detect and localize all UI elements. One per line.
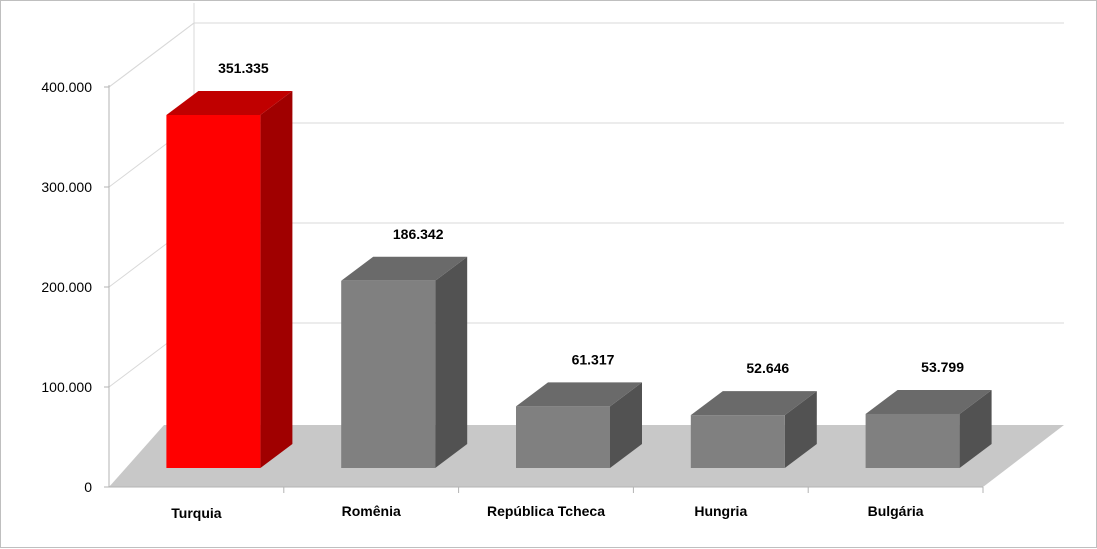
- bar-front: [166, 115, 261, 468]
- x-tick-label: Romênia: [342, 503, 401, 519]
- x-tick-label: Turquia: [171, 505, 222, 521]
- bar-top: [690, 391, 817, 416]
- bar-front: [865, 413, 960, 468]
- bar-side: [260, 91, 293, 468]
- data-label: 53.799: [921, 359, 964, 375]
- y-tick-label: 400.000: [41, 79, 92, 95]
- bar-5: [865, 389, 992, 468]
- data-label: 351.335: [218, 60, 269, 76]
- data-label: 61.317: [572, 351, 615, 367]
- bar-top: [341, 256, 468, 281]
- bar-side: [610, 382, 642, 468]
- bar-top: [166, 91, 293, 115]
- bar-top: [516, 382, 642, 407]
- y-tick-label: 200.000: [41, 279, 92, 295]
- bar-top: [865, 389, 992, 414]
- x-tick-label: Bulgária: [868, 503, 924, 519]
- y-tick-label: 300.000: [41, 179, 92, 195]
- bar-front: [516, 406, 610, 468]
- bar-4: [690, 391, 817, 468]
- label-layer: 351.335 Turquia 186.342 Romênia 61.317 Repúbl…: [171, 60, 964, 521]
- axis-layer: 0 100.000 200.000 300.000 400.000: [41, 79, 984, 495]
- data-label: 52.646: [746, 360, 789, 376]
- top-diagonal: [108, 22, 195, 88]
- x-tick-label: Hungria: [694, 503, 747, 519]
- bar-3: [516, 382, 642, 468]
- x-tick-label: República Tcheca: [487, 503, 605, 519]
- bar-front: [341, 280, 436, 468]
- bar-layer: [166, 91, 992, 468]
- grid-layer: [108, 3, 1064, 488]
- data-label: 186.342: [393, 226, 444, 242]
- bar-1: [166, 91, 293, 468]
- bar-2: [341, 256, 468, 468]
- y-tick-label: 100.000: [41, 379, 92, 395]
- y-tick-label: 0: [84, 479, 92, 495]
- bar-side: [784, 391, 817, 468]
- bar-side: [959, 389, 992, 468]
- bar-front: [690, 415, 785, 468]
- bar-side: [435, 256, 468, 468]
